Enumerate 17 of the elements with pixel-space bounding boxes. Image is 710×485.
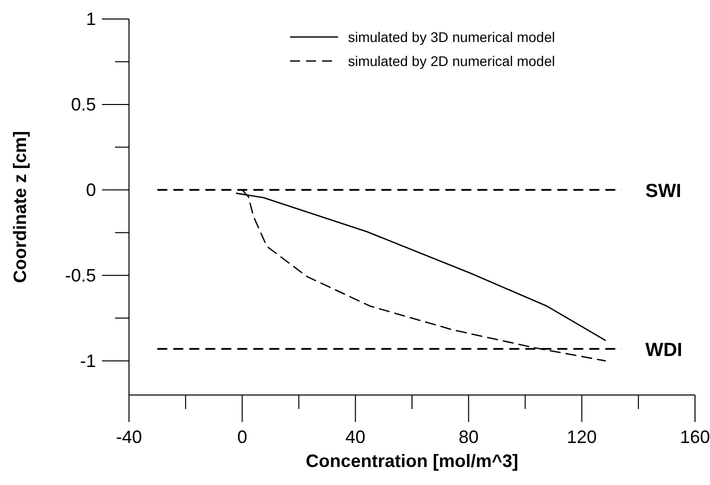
- y-tick-label: 1: [86, 9, 96, 29]
- y-tick-label: 0.5: [70, 94, 96, 114]
- x-tick-label: 0: [237, 427, 248, 447]
- x-tick-label: 40: [345, 427, 366, 447]
- y-axis-title: Coordinate z [cm]: [10, 130, 30, 284]
- ref-line-label: SWI: [645, 180, 682, 202]
- x-tick-label: 160: [680, 427, 710, 447]
- x-tick-label: 80: [458, 427, 479, 447]
- x-tick-label: 120: [566, 427, 597, 447]
- y-tick-label: 0: [86, 180, 96, 200]
- legend-label: simulated by 2D numerical model: [348, 53, 555, 69]
- legend-label: simulated by 3D numerical model: [348, 29, 555, 45]
- x-axis-title: Concentration [mol/m^3]: [306, 451, 518, 471]
- y-tick-label: -0.5: [64, 265, 96, 286]
- ref-line-label: WDI: [645, 340, 682, 361]
- y-tick-label: -1: [80, 350, 96, 371]
- x-tick-label: -40: [116, 427, 142, 447]
